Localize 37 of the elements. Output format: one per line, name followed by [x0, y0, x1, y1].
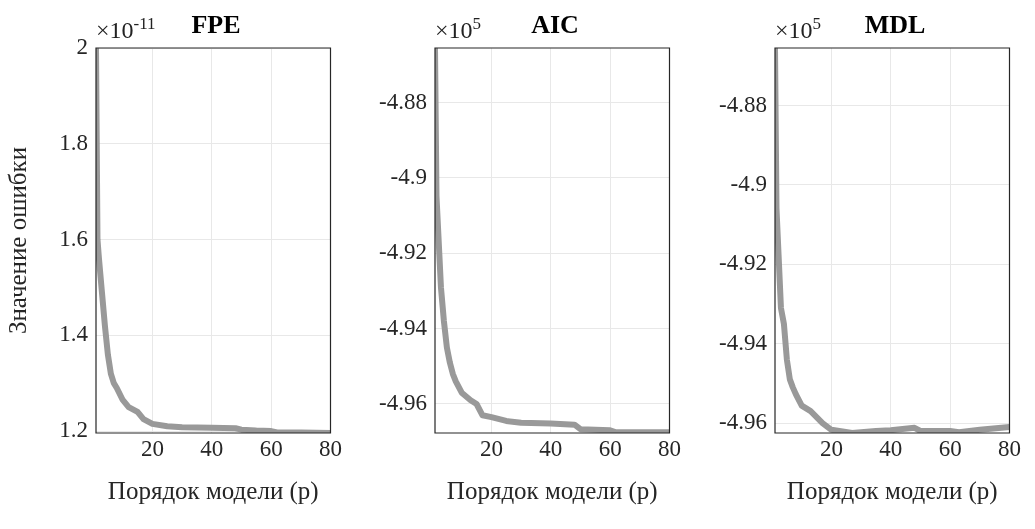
x-tick-label: 60 [938, 435, 962, 461]
y-tick-label: -4.92 [719, 250, 767, 276]
x-tick-label: 80 [319, 435, 342, 461]
x-tick-label: 20 [140, 435, 164, 461]
y-tick-label: 2 [76, 34, 88, 60]
y-axis-title: Значение ошибки [3, 146, 31, 335]
text: ×10$^{-11}$ [96, 14, 156, 44]
y-tick-label: -4.96 [719, 409, 767, 435]
y-tick-label: -4.94 [719, 329, 768, 355]
text: ×10$^{5}$ [775, 14, 822, 44]
y-tick-label: 1.2 [59, 417, 88, 443]
y-tick-label: -4.92 [379, 239, 427, 265]
y-tick-label: -4.9 [390, 164, 427, 190]
y-tick-label: 1.6 [59, 225, 88, 251]
chart-title: AIC [531, 10, 579, 40]
y-tick-label: -4.88 [719, 91, 767, 117]
x-tick-label: 80 [998, 435, 1021, 461]
chart-title: MDL [864, 10, 926, 40]
x-tick-label: 20 [819, 435, 843, 461]
text: ×10$^{5}$ [435, 14, 482, 44]
x-tick-label: 40 [879, 435, 903, 461]
x-axis-title: Порядок модели (p) [107, 476, 319, 505]
x-tick-label: 40 [539, 435, 563, 461]
y-tick-label: -4.88 [379, 88, 427, 114]
y-tick-label: -4.96 [379, 390, 427, 416]
x-tick-label: 80 [658, 435, 681, 461]
x-axis-title: Порядок модели (p) [446, 476, 658, 505]
y-tick-label: 1.8 [59, 129, 88, 155]
x-tick-label: 60 [259, 435, 283, 461]
x-tick-label: 40 [200, 435, 224, 461]
x-tick-label: 20 [479, 435, 503, 461]
chart-title: FPE [191, 10, 241, 40]
y-tick-label: 1.4 [59, 321, 89, 347]
y-tick-label: -4.94 [379, 314, 428, 340]
x-axis-title: Порядок модели (p) [786, 476, 998, 505]
y-tick-label: -4.9 [730, 170, 767, 196]
x-tick-label: 60 [598, 435, 622, 461]
